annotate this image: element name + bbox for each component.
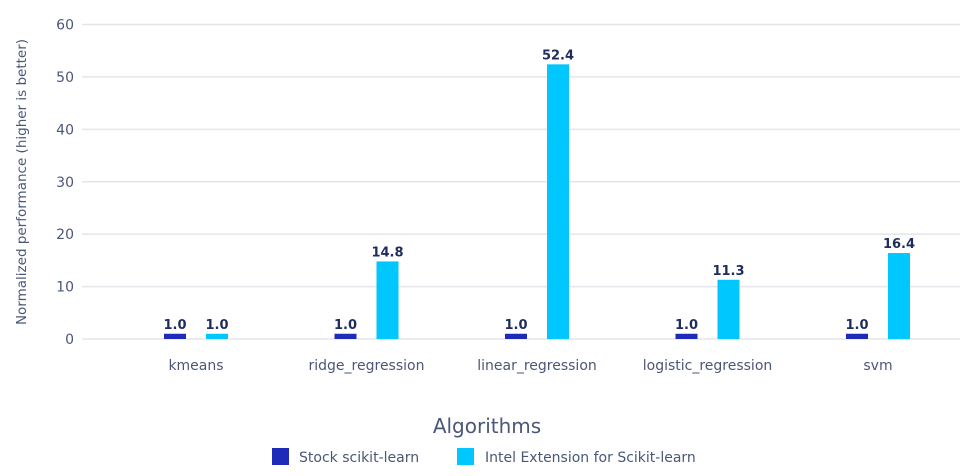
category-label: logistic_regression <box>643 358 773 374</box>
data-label: 52.4 <box>542 48 574 63</box>
bar-stock-linear_regression <box>505 333 527 339</box>
bar-intel-logistic_regression <box>717 279 740 339</box>
y-axis-label: Normalized performance (higher is better… <box>14 39 30 325</box>
data-label: 1.0 <box>334 318 357 333</box>
data-label: 1.0 <box>163 318 186 333</box>
gridlines <box>82 23 960 340</box>
legend-label-stock: Stock scikit-learn <box>299 450 419 466</box>
y-tick-label: 20 <box>56 227 74 243</box>
legend-swatch-intel <box>457 448 474 465</box>
bar-intel-svm <box>888 253 910 339</box>
y-tick-label: 60 <box>56 18 74 34</box>
y-tick-label: 50 <box>56 70 74 86</box>
data-label: 1.0 <box>675 318 698 333</box>
data-label: 16.4 <box>883 237 915 252</box>
data-label: 1.0 <box>205 318 228 333</box>
y-tick-label: 10 <box>56 280 74 296</box>
bar-intel-ridge_regression <box>376 261 399 339</box>
bar-stock-svm <box>846 333 868 339</box>
bar-stock-kmeans <box>164 333 186 339</box>
data-label: 14.8 <box>371 245 403 260</box>
category-label: linear_regression <box>477 358 597 374</box>
y-tick-label: 40 <box>56 122 74 138</box>
y-tick-label: 0 <box>65 332 74 348</box>
category-label: kmeans <box>168 358 223 374</box>
category-label: svm <box>863 358 892 374</box>
y-tick-labels: 0 10 20 30 40 50 60 <box>56 18 74 349</box>
bar-intel-linear_regression <box>547 64 569 339</box>
category-label: ridge_regression <box>309 358 425 374</box>
category-labels: kmeans ridge_regression linear_regression l… <box>168 358 892 374</box>
legend: Stock scikit-learn Intel Extension for S… <box>272 448 696 466</box>
bars: 1.0 1.0 1.0 14.8 1.0 52.4 1.0 11.3 1.0 16.4 <box>163 48 915 339</box>
y-tick-label: 30 <box>56 175 74 191</box>
bar-intel-kmeans <box>206 333 228 339</box>
legend-label-intel: Intel Extension for Scikit-learn <box>485 450 696 466</box>
data-label: 1.0 <box>504 318 527 333</box>
legend-swatch-stock <box>272 448 289 465</box>
x-axis-label: Algorithms <box>433 414 541 438</box>
bar-stock-logistic_regression <box>675 333 698 339</box>
bar-stock-ridge_regression <box>334 333 357 339</box>
data-label: 1.0 <box>845 318 868 333</box>
data-label: 11.3 <box>712 264 744 279</box>
